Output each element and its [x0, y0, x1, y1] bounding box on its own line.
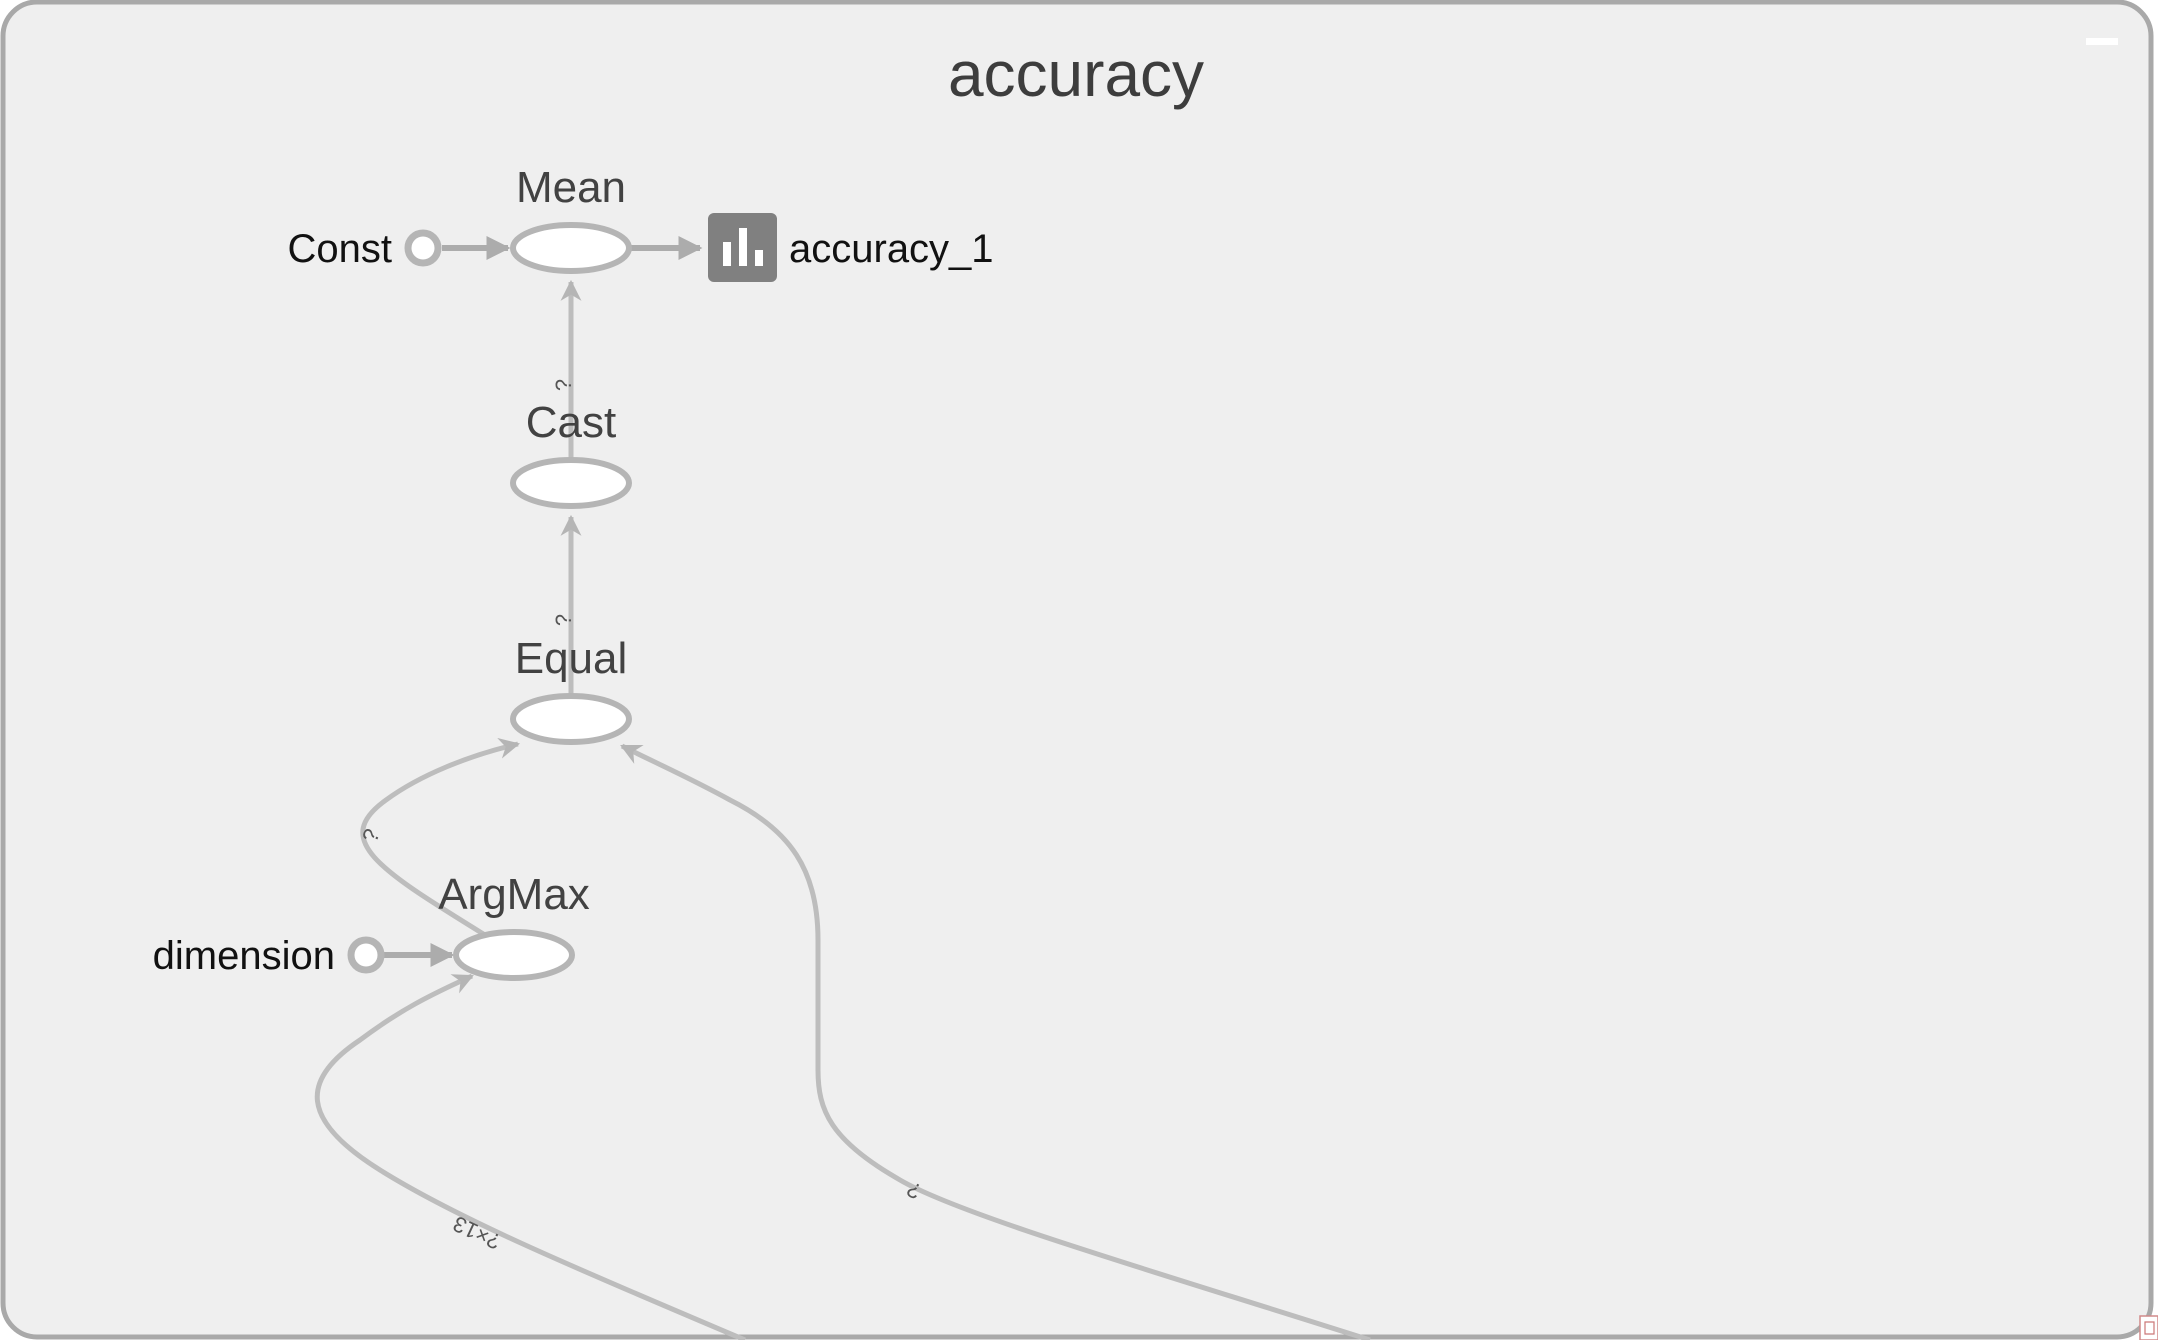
- node-argmax-label: ArgMax: [438, 870, 590, 919]
- node-cast[interactable]: Cast: [510, 398, 632, 509]
- edge-label-equal-to-cast: ?: [551, 614, 576, 626]
- node-equal[interactable]: Equal: [510, 634, 632, 745]
- node-const-label: Const: [288, 227, 393, 271]
- minus-icon: [2086, 38, 2118, 45]
- edge-input-to-argmax: [314, 973, 746, 1340]
- group-title: accuracy: [948, 38, 1204, 110]
- node-dimension-label: dimension: [153, 934, 335, 978]
- node-argmax-ellipse[interactable]: [453, 929, 575, 981]
- collapse-button[interactable]: [2070, 24, 2130, 54]
- node-cast-label: Cast: [526, 398, 616, 447]
- resize-icon: [2144, 1321, 2155, 1335]
- node-summary-accuracy[interactable]: accuracy_1: [708, 213, 994, 282]
- edge-input-to-equal: [620, 743, 1371, 1340]
- node-mean[interactable]: Mean: [510, 163, 632, 274]
- bar-chart-bar-1: [723, 242, 731, 266]
- bar-chart-bar-3: [755, 250, 763, 266]
- node-mean-label: Mean: [516, 163, 626, 212]
- dimension-circle-icon[interactable]: [347, 936, 385, 974]
- node-mean-ellipse[interactable]: [510, 222, 632, 274]
- summary-label: accuracy_1: [789, 227, 994, 271]
- edge-argmax-to-equal: [360, 737, 521, 938]
- const-circle-icon[interactable]: [404, 229, 442, 267]
- node-const[interactable]: Const: [288, 227, 442, 271]
- node-argmax[interactable]: ArgMax: [438, 870, 590, 981]
- node-equal-ellipse[interactable]: [510, 693, 632, 745]
- edge-label-cast-to-mean: ?: [551, 379, 576, 391]
- resize-handle[interactable]: [2139, 1315, 2158, 1340]
- node-equal-label: Equal: [515, 634, 628, 683]
- bar-chart-bar-2: [739, 228, 747, 266]
- node-dimension[interactable]: dimension: [153, 934, 385, 978]
- node-cast-ellipse[interactable]: [510, 457, 632, 509]
